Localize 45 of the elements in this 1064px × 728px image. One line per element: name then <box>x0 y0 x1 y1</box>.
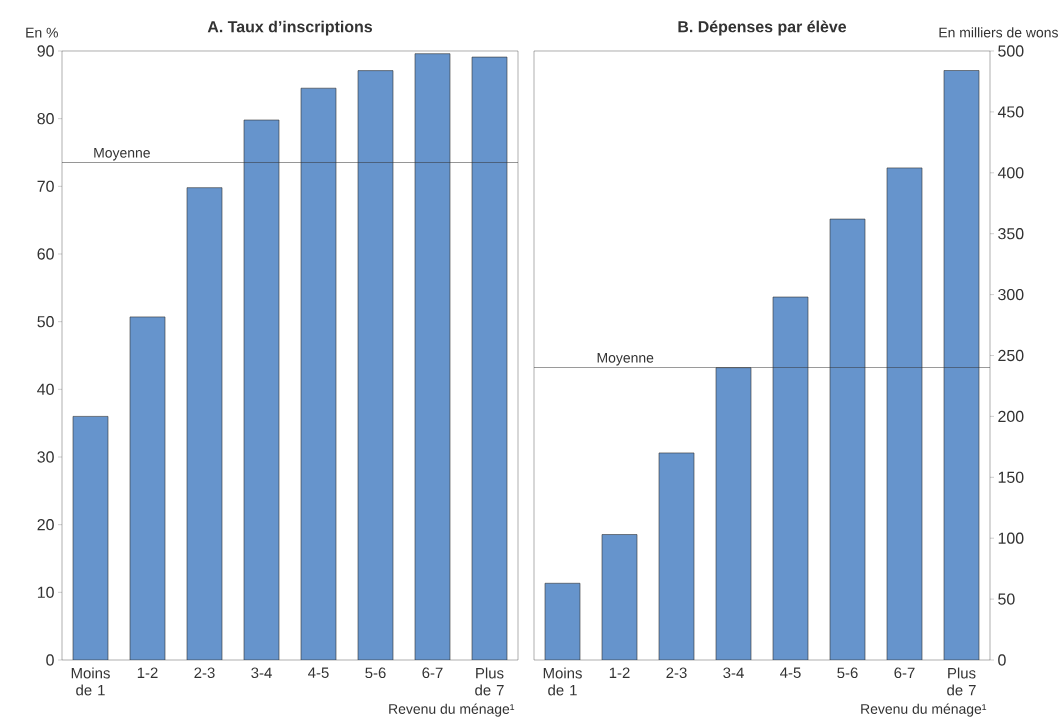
x-tick-label: 3-4 <box>723 667 744 679</box>
chart-title: A. Taux d’inscriptions <box>207 20 373 36</box>
y2-tick-label: 100 <box>998 532 1024 544</box>
y-tick-label: 10 <box>37 586 54 598</box>
y-axis-title: En % <box>26 27 58 38</box>
y2-tick-label: 350 <box>998 228 1024 240</box>
ref-line-label: Moyenne <box>597 352 654 366</box>
y-tick-label: 50 <box>37 316 54 328</box>
y2-tick-label: 400 <box>997 167 1024 179</box>
y2-tick-label: 500 <box>998 45 1024 57</box>
y-tick-label: 30 <box>37 451 54 463</box>
y2-tick-label: 300 <box>998 288 1024 301</box>
x-tick-label: 2-3 <box>194 667 215 679</box>
x-tick-label: 3-4 <box>251 667 272 679</box>
y-tick-label: 80 <box>37 113 54 125</box>
y-tick-label: 0 <box>46 654 54 666</box>
y2-tick-label: 150 <box>998 471 1024 483</box>
y-tick-label: 90 <box>37 45 54 57</box>
x-tick-label: 5-6 <box>837 667 858 679</box>
chart-title: B. Dépenses par élève <box>678 20 847 36</box>
y-tick-label: 20 <box>37 519 54 531</box>
y-tick-label: 70 <box>37 180 54 192</box>
y2-tick-label: 250 <box>998 349 1024 362</box>
x-tick-label: 4-5 <box>780 667 801 678</box>
x-tick-label: Moins de 1 <box>543 667 582 696</box>
x-tick-label: 2-3 <box>666 667 687 679</box>
x-tick-label: 5-6 <box>365 667 386 679</box>
x-tick-label: Moins de 1 <box>71 667 110 696</box>
x-tick-label: Plus de 7 <box>475 667 504 696</box>
y-tick-label: 60 <box>37 248 54 260</box>
x-tick-label: 4-5 <box>308 667 329 678</box>
y2-tick-label: 450 <box>997 106 1024 118</box>
x-tick-label: 6-7 <box>894 667 915 679</box>
x-tick-label: Plus de 7 <box>947 667 976 696</box>
x-tick-label: 1-2 <box>609 667 630 678</box>
ref-line-label: Moyenne <box>94 147 150 161</box>
x-axis-title: Revenu du ménage¹ <box>861 703 987 717</box>
x-tick-label: 6-7 <box>422 667 443 679</box>
y2-tick-label: 0 <box>998 654 1006 666</box>
x-axis-title: Revenu du ménage¹ <box>389 703 515 717</box>
x-tick-label: 1-2 <box>137 667 158 678</box>
y2-tick-label: 50 <box>998 593 1015 605</box>
y-tick-label: 40 <box>37 383 54 395</box>
y2-tick-label: 200 <box>998 410 1024 423</box>
y2-axis-title: En milliers de wons <box>939 27 1058 38</box>
